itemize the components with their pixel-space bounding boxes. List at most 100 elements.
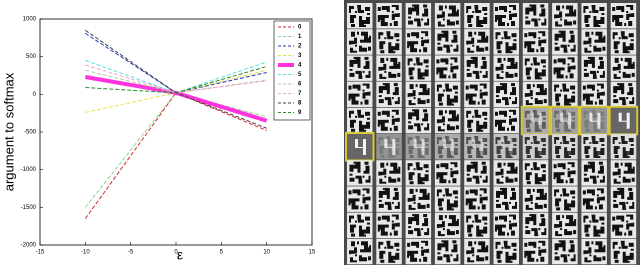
image-tile bbox=[610, 186, 637, 212]
image-tile bbox=[464, 160, 490, 186]
image-tile bbox=[552, 238, 578, 265]
tile-noise bbox=[376, 134, 402, 160]
tile-image bbox=[434, 238, 461, 265]
image-tile bbox=[464, 238, 490, 265]
image-tile bbox=[405, 238, 432, 265]
tile-image bbox=[581, 160, 607, 186]
image-tile bbox=[581, 212, 607, 239]
digit-shape bbox=[530, 139, 542, 155]
image-tile bbox=[434, 186, 461, 212]
image-tile bbox=[405, 107, 432, 134]
tile-image bbox=[347, 186, 373, 212]
tile-image bbox=[552, 81, 578, 108]
legend-label: 3 bbox=[298, 53, 302, 59]
image-tile bbox=[522, 238, 549, 265]
digit-shape bbox=[442, 139, 454, 155]
tile-image bbox=[434, 212, 461, 239]
tile-image bbox=[581, 29, 607, 55]
image-tile bbox=[522, 29, 549, 55]
image-tile bbox=[405, 134, 432, 160]
image-tile bbox=[522, 55, 549, 81]
image-tile bbox=[552, 81, 578, 108]
image-tile bbox=[464, 29, 490, 55]
tile-image bbox=[610, 55, 637, 81]
image-tile bbox=[434, 81, 461, 108]
image-tile bbox=[376, 186, 402, 212]
digit-shape bbox=[501, 139, 513, 155]
tile-image bbox=[581, 238, 607, 265]
image-tile bbox=[347, 107, 373, 134]
tile-image bbox=[347, 3, 373, 29]
tile-image bbox=[522, 186, 549, 212]
tile-image bbox=[405, 55, 432, 81]
image-tile bbox=[405, 29, 432, 55]
tile-noise bbox=[581, 107, 607, 134]
image-tile bbox=[552, 186, 578, 212]
tile-image bbox=[405, 238, 432, 265]
tile-noise bbox=[464, 134, 490, 160]
tile-image bbox=[376, 29, 402, 55]
image-tile bbox=[376, 238, 402, 265]
tile-image bbox=[405, 81, 432, 108]
tile-image bbox=[522, 3, 549, 29]
tile-image bbox=[347, 81, 373, 108]
tile-image bbox=[493, 3, 519, 29]
tile-image bbox=[434, 3, 461, 29]
tile-image bbox=[405, 186, 432, 212]
tile-image bbox=[610, 81, 637, 108]
tile-image bbox=[405, 29, 432, 55]
image-tile bbox=[464, 81, 490, 108]
tile-image bbox=[522, 29, 549, 55]
y-tick-label: -1000 bbox=[21, 167, 37, 173]
tile-noise bbox=[493, 134, 519, 160]
tile-image bbox=[376, 55, 402, 81]
image-tile bbox=[405, 3, 432, 29]
line bbox=[85, 64, 267, 94]
image-tile bbox=[347, 160, 373, 186]
tile-image bbox=[610, 160, 637, 186]
image-tile bbox=[493, 134, 519, 160]
digit-shape bbox=[618, 112, 630, 129]
legend-label: 2 bbox=[298, 44, 302, 50]
image-tile bbox=[376, 212, 402, 239]
tile-image bbox=[493, 212, 519, 239]
image-tile bbox=[493, 186, 519, 212]
tile-image bbox=[610, 3, 637, 29]
tile-image bbox=[522, 212, 549, 239]
image-tile bbox=[581, 81, 607, 108]
tile-image bbox=[493, 55, 519, 81]
image-tile bbox=[464, 3, 490, 29]
digit-shape bbox=[472, 139, 484, 155]
tile-noise bbox=[581, 134, 607, 160]
y-tick-label: -500 bbox=[24, 130, 37, 136]
legend-label: 4 bbox=[298, 63, 302, 69]
image-tile bbox=[522, 160, 549, 186]
image-tile bbox=[552, 160, 578, 186]
tile-image bbox=[347, 160, 373, 186]
y-tick-label: 0 bbox=[33, 92, 37, 98]
tile-image bbox=[610, 212, 637, 239]
tile-image bbox=[493, 81, 519, 108]
image-tile bbox=[610, 81, 637, 108]
image-tile bbox=[581, 3, 607, 29]
tile-image bbox=[522, 55, 549, 81]
line bbox=[85, 65, 267, 94]
image-tile bbox=[581, 29, 607, 55]
image-tile bbox=[610, 55, 637, 81]
image-tile bbox=[464, 134, 490, 160]
image-tile bbox=[434, 29, 461, 55]
y-tick-label: 500 bbox=[26, 54, 37, 60]
line bbox=[84, 92, 267, 208]
digit-shape bbox=[560, 112, 572, 129]
tile-image bbox=[434, 55, 461, 81]
tile-image bbox=[552, 212, 578, 239]
tile-image bbox=[581, 3, 607, 29]
legend-label: 8 bbox=[298, 101, 302, 107]
tile-image bbox=[405, 3, 432, 29]
image-tile bbox=[405, 160, 432, 186]
legend-label: 0 bbox=[298, 25, 302, 31]
chart: ε argument to softmax -15 -10 -5 0 5 10 15-200… bbox=[1, 17, 316, 263]
image-tile bbox=[552, 134, 578, 160]
tile-image bbox=[376, 3, 402, 29]
